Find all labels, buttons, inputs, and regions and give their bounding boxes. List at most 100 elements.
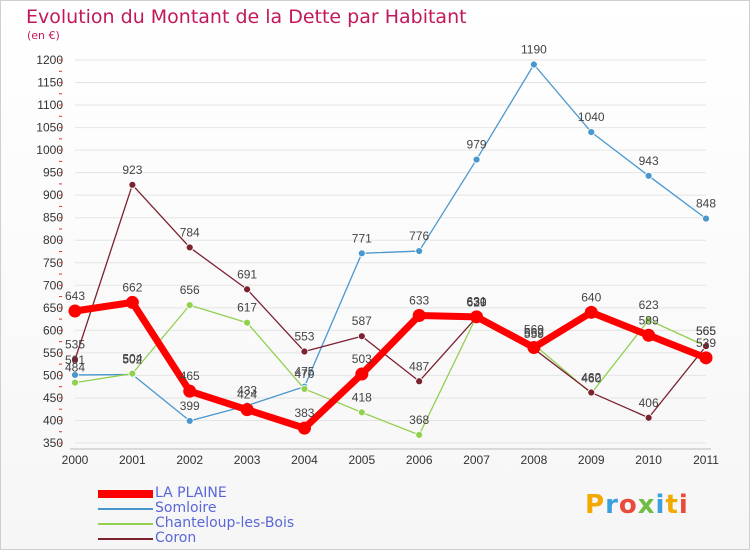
legend: LA PLAINE Somloire Chanteloup-les-Bois Coro… [98, 486, 294, 546]
data-point [527, 340, 541, 354]
data-label: 623 [639, 298, 659, 312]
y-tick-label: 1100 [37, 98, 63, 112]
data-label: 368 [409, 413, 429, 427]
legend-swatch [98, 507, 153, 510]
data-label: 848 [696, 197, 716, 211]
data-point [300, 385, 309, 393]
data-label: 784 [180, 225, 200, 239]
data-point [68, 304, 82, 318]
y-tick-label: 750 [43, 256, 63, 270]
data-label: 589 [639, 313, 659, 327]
data-label: 470 [294, 367, 314, 381]
x-tick-label: 2010 [635, 453, 662, 467]
data-label: 662 [122, 280, 142, 294]
data-label: 462 [581, 371, 601, 385]
y-tick-label: 500 [43, 368, 63, 382]
data-point [470, 310, 484, 324]
data-label: 484 [65, 361, 85, 375]
data-point [415, 247, 424, 255]
x-tick-label: 2005 [348, 453, 375, 467]
x-tick-label: 2001 [119, 453, 146, 467]
x-tick-label: 2003 [234, 453, 261, 467]
y-tick-label: 900 [43, 188, 63, 202]
data-point [644, 316, 653, 324]
data-point [185, 301, 194, 310]
data-label: 640 [581, 290, 601, 304]
y-tick-label: 1150 [37, 76, 63, 90]
data-label: 776 [409, 229, 429, 243]
data-point [243, 285, 251, 294]
data-label: 539 [696, 336, 716, 350]
data-label: 418 [352, 390, 372, 404]
legend-label: LA PLAINE [155, 485, 227, 501]
data-label: 617 [237, 301, 257, 315]
data-label: 979 [467, 138, 487, 152]
data-point [699, 351, 713, 365]
data-point [240, 403, 254, 417]
data-label: 643 [65, 289, 85, 303]
y-tick-label: 1200 [36, 53, 63, 67]
data-point [415, 430, 424, 439]
data-point [415, 377, 424, 386]
data-point [128, 180, 137, 189]
y-tick-label: 350 [43, 436, 63, 450]
data-label: 504 [122, 352, 142, 366]
data-point [357, 408, 366, 417]
data-label: 399 [180, 399, 200, 413]
data-label: 465 [180, 369, 200, 383]
data-label: 1190 [521, 43, 547, 57]
data-point [71, 371, 79, 379]
data-point [412, 308, 426, 322]
data-point [355, 367, 369, 381]
data-label: 433 [237, 384, 257, 398]
data-point [644, 413, 653, 422]
data-label: 569 [524, 322, 544, 336]
data-label: 460 [581, 371, 601, 385]
data-label: 943 [639, 154, 659, 168]
data-point [587, 128, 596, 136]
data-point [357, 249, 366, 258]
data-point [243, 318, 251, 327]
x-tick-label: 2009 [578, 453, 605, 467]
data-label: 630 [467, 295, 487, 309]
data-label: 629 [467, 295, 487, 309]
legend-item: Coron [98, 531, 294, 546]
data-point [584, 305, 598, 319]
data-label: 406 [639, 396, 659, 410]
data-point [300, 347, 309, 356]
data-point [530, 60, 538, 69]
data-label: 587 [352, 314, 372, 328]
data-point [587, 388, 596, 397]
data-label: 503 [352, 352, 372, 366]
data-label: 487 [409, 359, 429, 373]
data-label: 535 [65, 338, 85, 352]
data-point [185, 243, 194, 252]
data-label: 383 [294, 406, 314, 420]
data-label: 553 [294, 330, 314, 344]
y-tick-label: 950 [43, 166, 63, 180]
data-label: 559 [524, 327, 544, 341]
y-tick-label: 650 [43, 301, 63, 315]
data-label: 1040 [578, 110, 605, 124]
y-tick-label: 400 [43, 413, 63, 427]
data-label: 565 [696, 324, 716, 338]
data-label: 475 [294, 365, 314, 379]
y-tick-label: 550 [43, 346, 63, 360]
data-label: 631 [467, 294, 487, 308]
data-point [642, 328, 656, 342]
data-point [644, 171, 653, 180]
legend-item: Chanteloup-les-Bois [98, 516, 294, 531]
legend-label: Chanteloup-les-Bois [155, 515, 295, 531]
data-label: 565 [696, 324, 716, 338]
series-line [74, 63, 707, 422]
legend-swatch [98, 522, 153, 525]
x-tick-label: 2002 [176, 453, 203, 467]
data-label: 562 [524, 325, 544, 339]
data-point [702, 342, 710, 351]
data-point [472, 155, 481, 164]
data-label: 771 [352, 231, 372, 245]
x-tick-label: 2006 [406, 453, 433, 467]
data-point [71, 378, 79, 387]
